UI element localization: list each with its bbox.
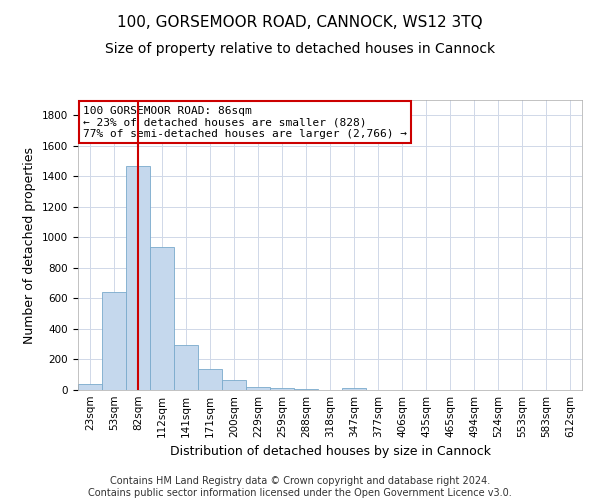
X-axis label: Distribution of detached houses by size in Cannock: Distribution of detached houses by size … — [170, 446, 491, 458]
Bar — [198, 370, 222, 390]
Bar — [294, 389, 318, 390]
Bar — [270, 388, 294, 390]
Bar — [126, 166, 150, 390]
Bar — [174, 345, 198, 390]
Text: 100, GORSEMOOR ROAD, CANNOCK, WS12 3TQ: 100, GORSEMOOR ROAD, CANNOCK, WS12 3TQ — [117, 15, 483, 30]
Y-axis label: Number of detached properties: Number of detached properties — [23, 146, 37, 344]
Bar — [222, 380, 246, 390]
Text: 100 GORSEMOOR ROAD: 86sqm
← 23% of detached houses are smaller (828)
77% of semi: 100 GORSEMOOR ROAD: 86sqm ← 23% of detac… — [83, 106, 407, 139]
Bar — [102, 292, 126, 390]
Text: Contains HM Land Registry data © Crown copyright and database right 2024.
Contai: Contains HM Land Registry data © Crown c… — [88, 476, 512, 498]
Bar — [246, 386, 270, 390]
Bar — [78, 384, 102, 390]
Text: Size of property relative to detached houses in Cannock: Size of property relative to detached ho… — [105, 42, 495, 56]
Bar — [150, 248, 174, 390]
Bar — [342, 388, 366, 390]
